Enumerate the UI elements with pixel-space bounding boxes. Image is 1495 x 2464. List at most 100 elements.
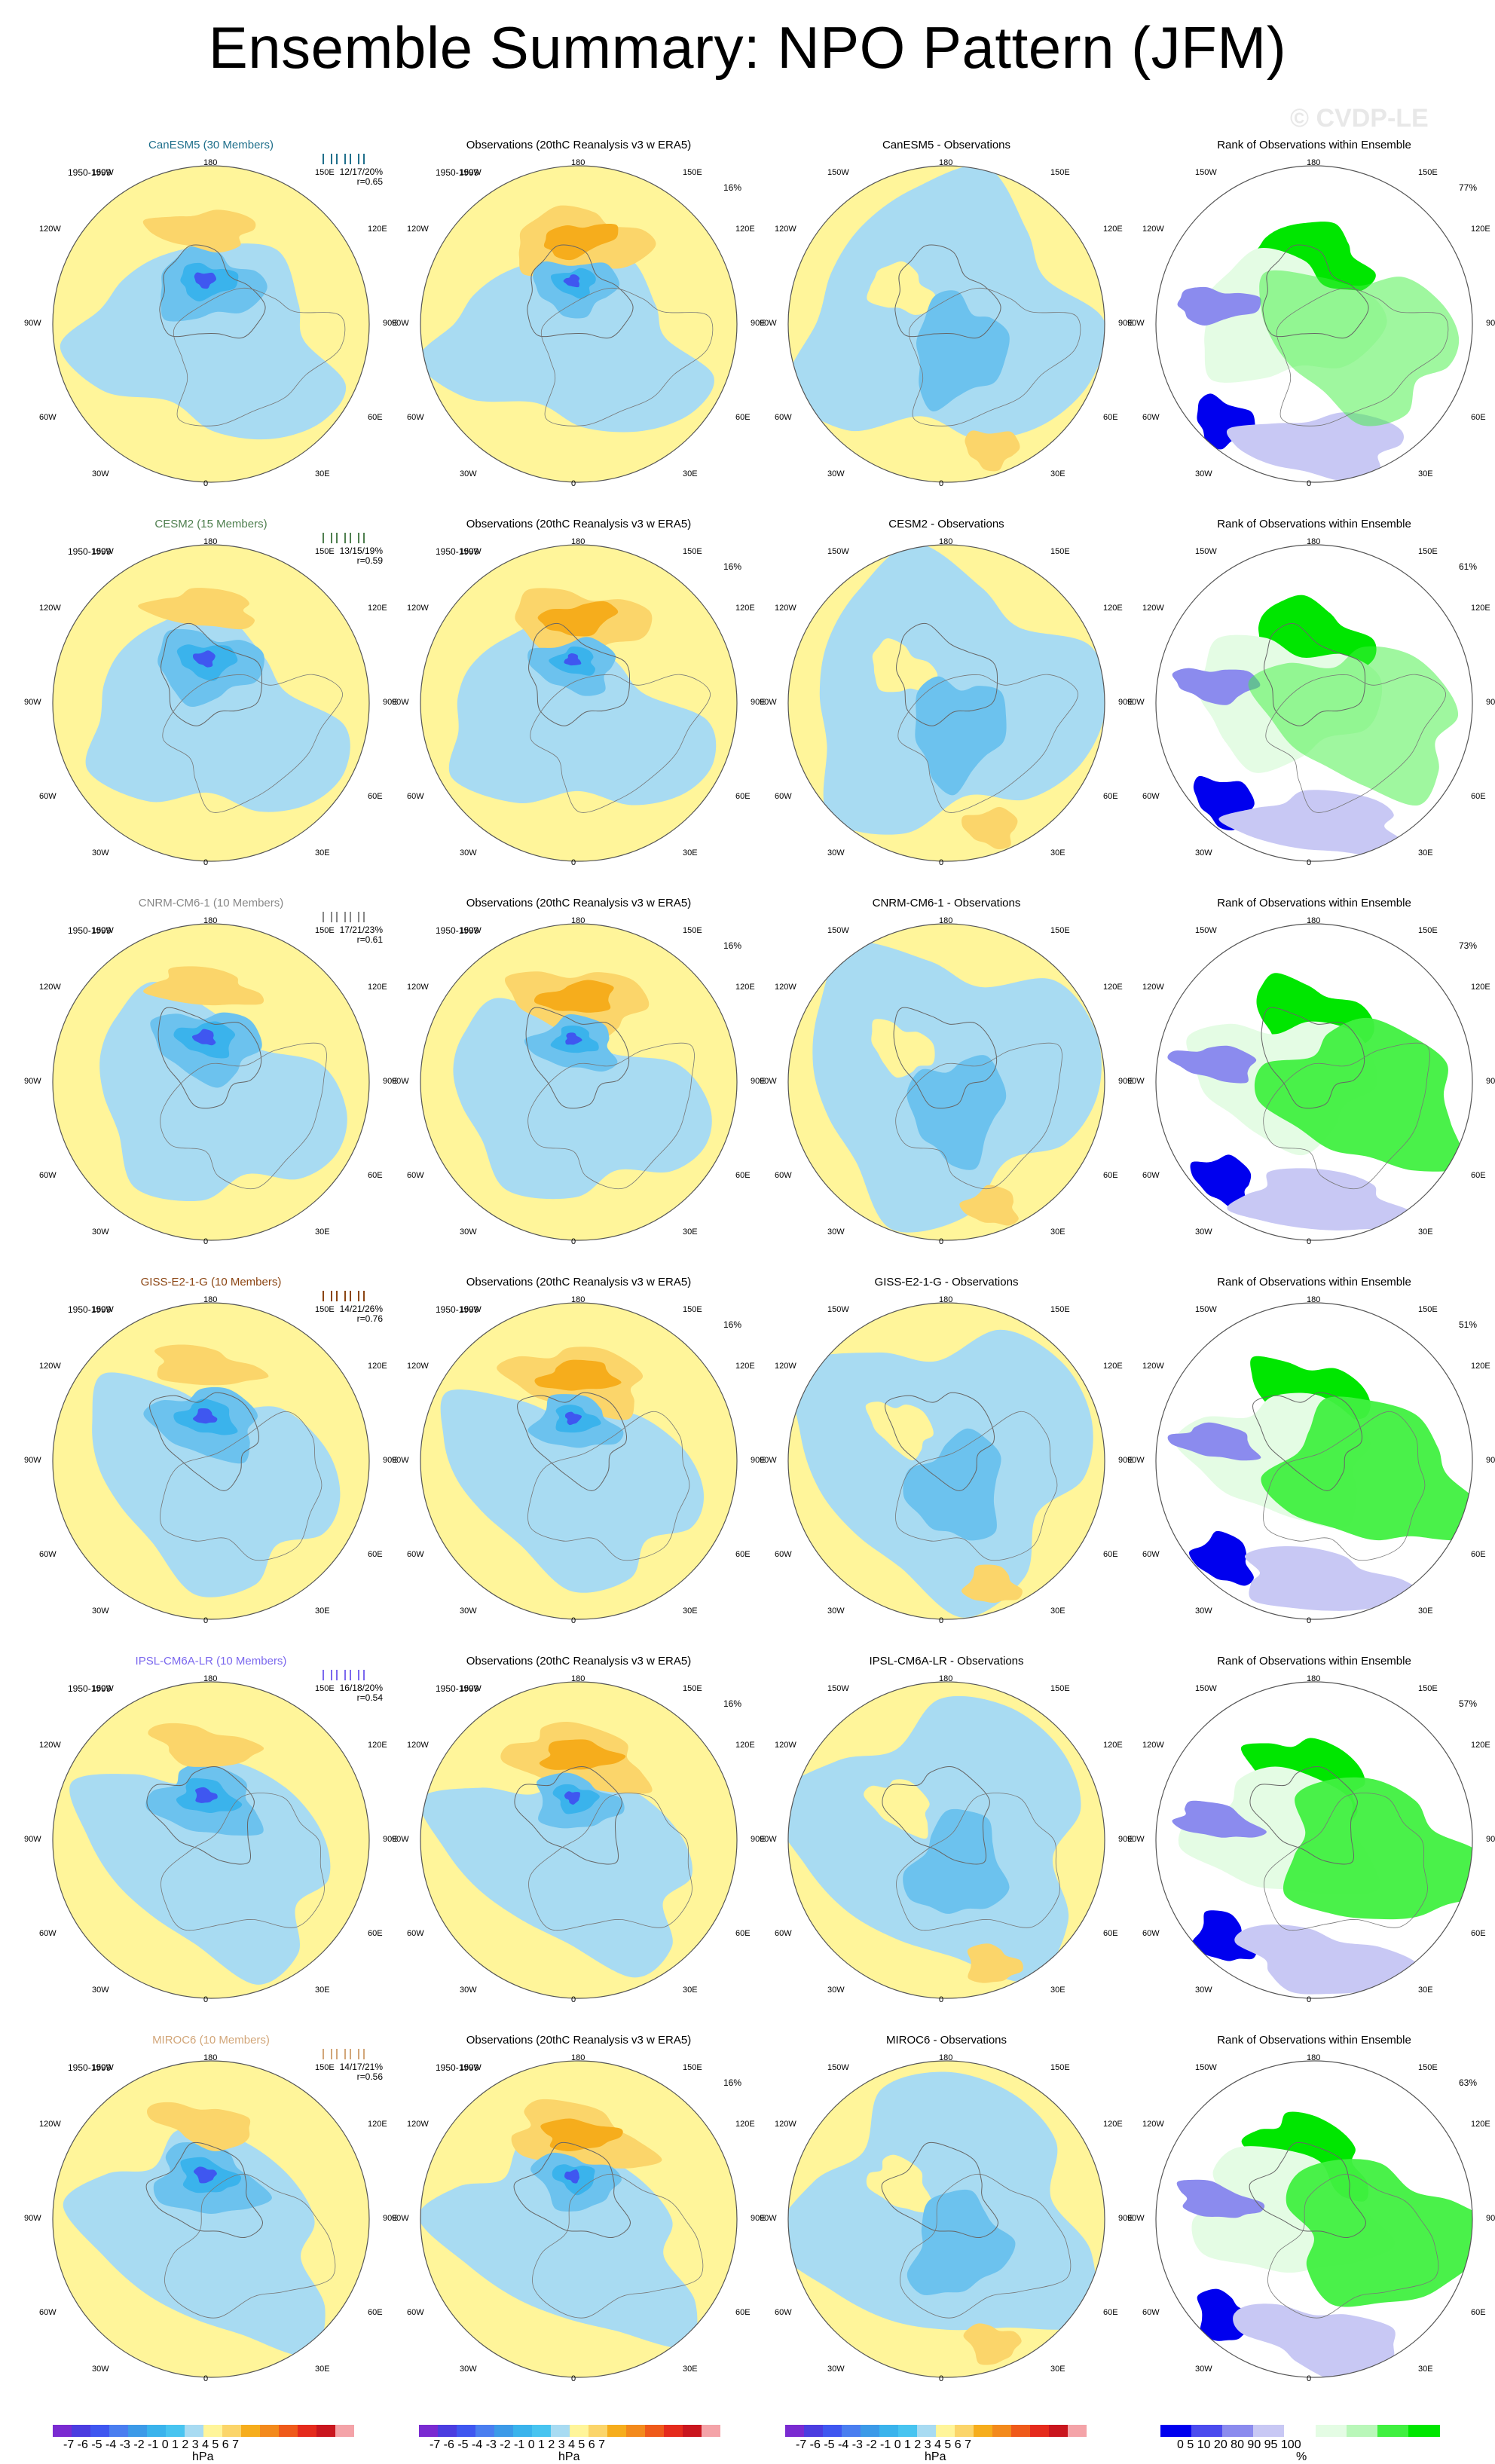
lon-label-150E: 150E [683, 1684, 702, 1693]
member-tick [350, 1291, 351, 1301]
period-label: 1950-1999 [68, 546, 112, 557]
lon-label-60W: 60W [39, 1929, 57, 1938]
coastline [162, 674, 343, 813]
lon-label-60W: 60W [407, 2308, 424, 2317]
lon-label-120W: 120W [775, 1362, 796, 1371]
lon-label-180: 180 [939, 1674, 953, 1683]
lon-label-0: 0 [203, 1616, 209, 1625]
lon-label-150W: 150W [827, 1305, 849, 1314]
member-tick [344, 1670, 346, 1680]
lon-label-180: 180 [571, 1674, 585, 1683]
lon-label-180: 180 [1307, 1295, 1321, 1304]
lon-label-90E: 90E [1118, 1456, 1133, 1465]
pattern-correlation: r=0.59 [356, 555, 383, 566]
lon-label-90W: 90W [392, 1077, 409, 1086]
colorbar-swatch [879, 2425, 898, 2437]
member-tick [336, 2049, 338, 2059]
member-spread-bars [318, 531, 375, 545]
lon-label-180: 180 [939, 916, 953, 925]
lon-label-60E: 60E [1471, 2308, 1486, 2317]
lon-label-150E: 150E [1418, 168, 1438, 177]
coastline [146, 1766, 255, 1865]
lon-label-60W: 60W [775, 2308, 792, 2317]
panel-title-rank: Rank of Observations within Ensemble [1217, 1655, 1411, 1668]
polar-map-model-5 [52, 1681, 370, 1999]
member-tick [344, 912, 346, 922]
colorbar-swatch [279, 2425, 298, 2437]
colorbar-swatch [438, 2425, 457, 2437]
lon-label-150W: 150W [827, 168, 849, 177]
lon-label-120E: 120E [1103, 1362, 1123, 1371]
hpa-colorbar-3 [785, 2425, 1087, 2437]
page-title: Ensemble Summary: NPO Pattern (JFM) [208, 14, 1287, 81]
pattern-correlation: r=0.61 [356, 934, 383, 945]
panel-diff-1: 180 150W 150E 120W 120E 90W 90E 60W 60E 30W 30E 0 Ca… [760, 113, 1133, 494]
coastline [896, 1793, 1060, 1931]
ensemble-stats: 17/21/23% [339, 925, 383, 935]
lon-label-90W: 90W [392, 1456, 409, 1465]
member-tick [331, 533, 332, 543]
panel-model-5: 180 150W 150E 120W 120E 90W 90E 60W 60E 30W 30E 0 IP… [24, 1629, 398, 2010]
lon-label-120E: 120E [735, 2120, 755, 2129]
polar-map-obs-6 [420, 2060, 738, 2378]
lon-label-60E: 60E [1471, 1550, 1486, 1559]
lon-label-180: 180 [203, 1674, 218, 1683]
colorbar-swatch [532, 2425, 551, 2437]
polar-map-model-1 [52, 165, 370, 483]
lon-label-30E: 30E [683, 848, 698, 858]
lon-label-90W: 90W [24, 1456, 41, 1465]
colorbar-swatch [1408, 2425, 1440, 2437]
lon-label-60W: 60W [39, 1171, 57, 1180]
field-region [537, 601, 619, 637]
colorbar-swatch [955, 2425, 974, 2437]
lon-label-30W: 30W [460, 1606, 477, 1616]
field-region [1233, 2304, 1396, 2377]
coastline [1276, 287, 1449, 426]
lon-label-180: 180 [1307, 537, 1321, 546]
lon-label-150W: 150W [460, 926, 482, 935]
colorbar-swatch [90, 2425, 109, 2437]
coastline [527, 244, 634, 339]
colorbar-swatch [1346, 2425, 1378, 2437]
lon-label-90W: 90W [760, 1835, 777, 1844]
panel-title-diff: CESM2 - Observations [888, 518, 1004, 530]
field-region [1286, 2159, 1472, 2307]
ensemble-stats: 13/15/19% [339, 546, 383, 556]
lon-label-30E: 30E [683, 2365, 698, 2374]
lon-label-90E: 90E [1118, 1835, 1133, 1844]
field-region [1177, 286, 1261, 326]
hpa-colorbar-2-unit: hPa [558, 2450, 580, 2463]
lon-label-150E: 150E [1050, 1305, 1070, 1314]
lon-label-30W: 30W [827, 848, 845, 858]
field-region [448, 619, 717, 806]
panel-rank-1: 180 150W 150E 120W 120E 90W 90E 60W 60E 30W 30E 0 Ra… [1127, 113, 1495, 494]
lon-label-150E: 150E [1050, 926, 1070, 935]
lon-label-90E: 90E [1486, 2214, 1495, 2223]
field-region [564, 653, 582, 666]
field-region [1167, 1422, 1261, 1461]
lon-label-0: 0 [571, 1995, 576, 2004]
panel-obs-6: 180 150W 150E 120W 120E 90W 90E 60W 60E 30W 30E 0 Ob… [392, 2008, 766, 2389]
rank-colorbar [1160, 2425, 1440, 2437]
lon-label-150W: 150W [460, 547, 482, 556]
member-tick [350, 154, 351, 164]
coastline [882, 1766, 990, 1865]
colorbar-swatch [513, 2425, 532, 2437]
map-boundary [787, 923, 1105, 1241]
stats-block: 14/17/21% r=0.56 [323, 2062, 383, 2082]
field-region [148, 1723, 264, 1767]
lon-label-0: 0 [203, 479, 209, 488]
lon-label-90W: 90W [392, 698, 409, 707]
field-region [564, 1791, 580, 1805]
lon-label-0: 0 [1307, 1995, 1312, 2004]
lon-label-30E: 30E [1050, 848, 1065, 858]
lon-label-60E: 60E [368, 2308, 383, 2317]
colorbar-swatch [551, 2425, 570, 2437]
lon-label-60E: 60E [1103, 2308, 1118, 2317]
colorbar-swatch [222, 2425, 241, 2437]
lon-label-90W: 90W [24, 698, 41, 707]
map-boundary [787, 165, 1105, 483]
field-region [534, 1359, 622, 1391]
panel-diff-3: 180 150W 150E 120W 120E 90W 90E 60W 60E 30W 30E 0 CN… [760, 871, 1133, 1252]
coastline [514, 1766, 622, 1865]
